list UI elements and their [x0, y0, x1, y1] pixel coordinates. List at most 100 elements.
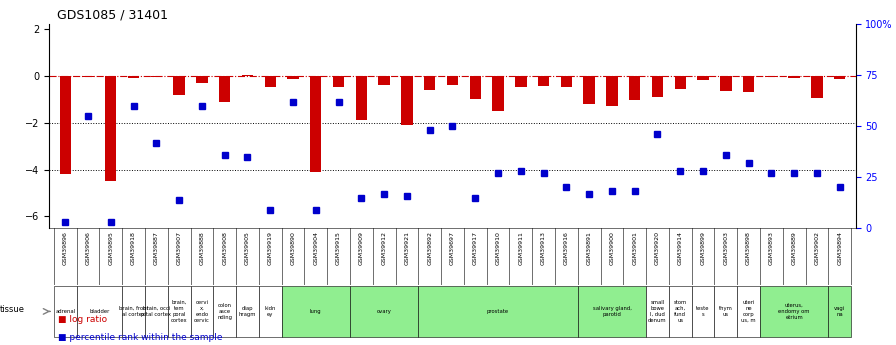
Text: GSM39894: GSM39894: [837, 231, 842, 265]
FancyBboxPatch shape: [737, 286, 760, 337]
Bar: [811, 76, 823, 98]
FancyBboxPatch shape: [168, 286, 191, 337]
Text: GSM39887: GSM39887: [154, 231, 159, 265]
Text: GSM39908: GSM39908: [222, 231, 228, 265]
Text: GSM39895: GSM39895: [108, 231, 113, 265]
FancyBboxPatch shape: [760, 286, 828, 337]
Bar: [128, 76, 139, 78]
Text: GSM39901: GSM39901: [633, 231, 637, 265]
Text: colon
asce
nding: colon asce nding: [217, 303, 232, 320]
Text: salivary gland,
parotid: salivary gland, parotid: [592, 306, 632, 317]
Bar: [470, 76, 481, 99]
Text: lung: lung: [310, 309, 322, 314]
Bar: [288, 76, 298, 79]
Bar: [356, 76, 367, 120]
Text: cervi
x,
endo
cervic: cervi x, endo cervic: [194, 300, 210, 323]
Text: teste
s: teste s: [696, 306, 710, 317]
Text: GSM39918: GSM39918: [131, 231, 136, 265]
Bar: [675, 76, 686, 89]
Text: GSM39919: GSM39919: [268, 231, 272, 265]
Text: GSM39911: GSM39911: [518, 231, 523, 265]
Text: GSM39915: GSM39915: [336, 231, 341, 265]
FancyBboxPatch shape: [669, 286, 692, 337]
Text: thym
us: thym us: [719, 306, 733, 317]
FancyBboxPatch shape: [646, 286, 669, 337]
Text: ■ percentile rank within the sample: ■ percentile rank within the sample: [58, 333, 223, 342]
Bar: [651, 76, 663, 97]
Text: ■ log ratio: ■ log ratio: [58, 315, 108, 324]
Bar: [834, 76, 846, 79]
Text: uteri
ne
corp
us, m: uteri ne corp us, m: [741, 300, 756, 323]
FancyBboxPatch shape: [714, 286, 737, 337]
Text: GSM39904: GSM39904: [314, 231, 318, 265]
Bar: [242, 75, 254, 76]
Text: prostate: prostate: [487, 309, 509, 314]
Text: GSM39891: GSM39891: [587, 231, 591, 265]
Text: uterus,
endomy om
etrium: uterus, endomy om etrium: [779, 303, 810, 320]
Text: GSM39899: GSM39899: [701, 231, 705, 265]
Text: GSM39910: GSM39910: [495, 231, 501, 265]
FancyBboxPatch shape: [236, 286, 259, 337]
Bar: [174, 76, 185, 95]
Bar: [561, 76, 572, 88]
Bar: [196, 76, 208, 83]
Bar: [310, 76, 322, 172]
Text: GSM39890: GSM39890: [290, 231, 296, 265]
FancyBboxPatch shape: [54, 286, 77, 337]
Text: GSM39920: GSM39920: [655, 231, 660, 265]
Text: kidn
ey: kidn ey: [264, 306, 276, 317]
Text: GSM39912: GSM39912: [382, 231, 387, 265]
Bar: [788, 76, 800, 78]
FancyBboxPatch shape: [77, 286, 122, 337]
Text: adrenal: adrenal: [56, 309, 75, 314]
Bar: [697, 76, 709, 80]
Bar: [151, 76, 162, 77]
Bar: [766, 76, 777, 77]
FancyBboxPatch shape: [191, 286, 213, 337]
Bar: [105, 76, 116, 181]
Text: GSM39906: GSM39906: [85, 231, 90, 265]
FancyBboxPatch shape: [828, 286, 851, 337]
Text: GSM39921: GSM39921: [404, 231, 409, 265]
FancyBboxPatch shape: [692, 286, 714, 337]
Text: diap
hragm: diap hragm: [238, 306, 256, 317]
Text: GSM39907: GSM39907: [177, 231, 182, 265]
Text: tissue: tissue: [0, 305, 25, 314]
Text: brain, front
al cortex: brain, front al cortex: [119, 306, 149, 317]
Text: brain, occi
pital cortex: brain, occi pital cortex: [142, 306, 171, 317]
Bar: [629, 76, 641, 100]
Text: bladder: bladder: [90, 309, 109, 314]
FancyBboxPatch shape: [578, 286, 646, 337]
Bar: [401, 76, 413, 125]
Text: GSM39889: GSM39889: [792, 231, 797, 265]
FancyBboxPatch shape: [418, 286, 578, 337]
Text: brain,
tem
poral
cortex: brain, tem poral cortex: [171, 300, 187, 323]
Bar: [447, 76, 458, 85]
Text: GSM39913: GSM39913: [541, 231, 546, 265]
Text: GSM39905: GSM39905: [245, 231, 250, 265]
Text: GSM39902: GSM39902: [814, 231, 820, 265]
Bar: [378, 76, 390, 85]
FancyBboxPatch shape: [281, 286, 350, 337]
Bar: [538, 76, 549, 86]
Text: GSM39893: GSM39893: [769, 231, 774, 265]
Text: GSM39888: GSM39888: [200, 231, 204, 265]
Text: GSM39914: GSM39914: [677, 231, 683, 265]
FancyBboxPatch shape: [350, 286, 418, 337]
Bar: [583, 76, 595, 104]
Text: GSM39917: GSM39917: [473, 231, 478, 265]
Text: GSM39697: GSM39697: [450, 231, 455, 265]
Bar: [743, 76, 754, 92]
Text: GSM39896: GSM39896: [63, 231, 68, 265]
FancyBboxPatch shape: [122, 286, 145, 337]
Bar: [607, 76, 617, 106]
Text: small
bowe
l, dud
denum: small bowe l, dud denum: [648, 300, 667, 323]
FancyBboxPatch shape: [213, 286, 236, 337]
Text: GSM39909: GSM39909: [359, 231, 364, 265]
Bar: [333, 76, 344, 88]
Bar: [82, 76, 94, 77]
FancyBboxPatch shape: [259, 286, 281, 337]
Text: GSM39898: GSM39898: [746, 231, 751, 265]
Text: vagi
na: vagi na: [834, 306, 845, 317]
Bar: [492, 76, 504, 111]
